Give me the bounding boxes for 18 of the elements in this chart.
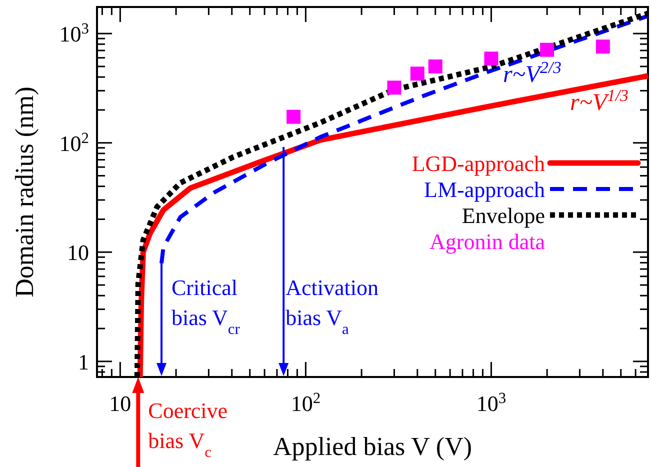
x-tick-label: 10 [109,391,132,416]
annotation: r~V$^{2/3}$ [503,58,562,88]
y-tick-label: 1 [78,349,89,374]
legend-label: Envelope [462,203,545,228]
text: Agronin data [430,229,546,254]
y-tick-label: 10 [67,240,89,266]
annotation: r~V$^{1/3}$ [570,86,628,116]
y-tick-label: 10$^{2}$ [59,129,89,156]
y-tick-label: 10$^{3}$ [59,20,90,47]
y-axis-title: Domain radius (nm) [10,86,40,298]
x-tick-label: 10$^{2}$ [290,390,321,416]
legend-label: LGD-approach [412,151,545,176]
ref-line-label: Critical bias V$_{cr}$ [171,275,240,338]
legend-label: LM-approach [424,177,545,202]
ref-line-label: Activation bias V$_{a}$ [286,275,378,338]
ref-line-label: Coercive bias V$_{c}$ [148,398,228,460]
x-tick-label: 10$^{3}$ [476,390,506,416]
x-axis-title: Applied bias V (V) [272,432,472,461]
